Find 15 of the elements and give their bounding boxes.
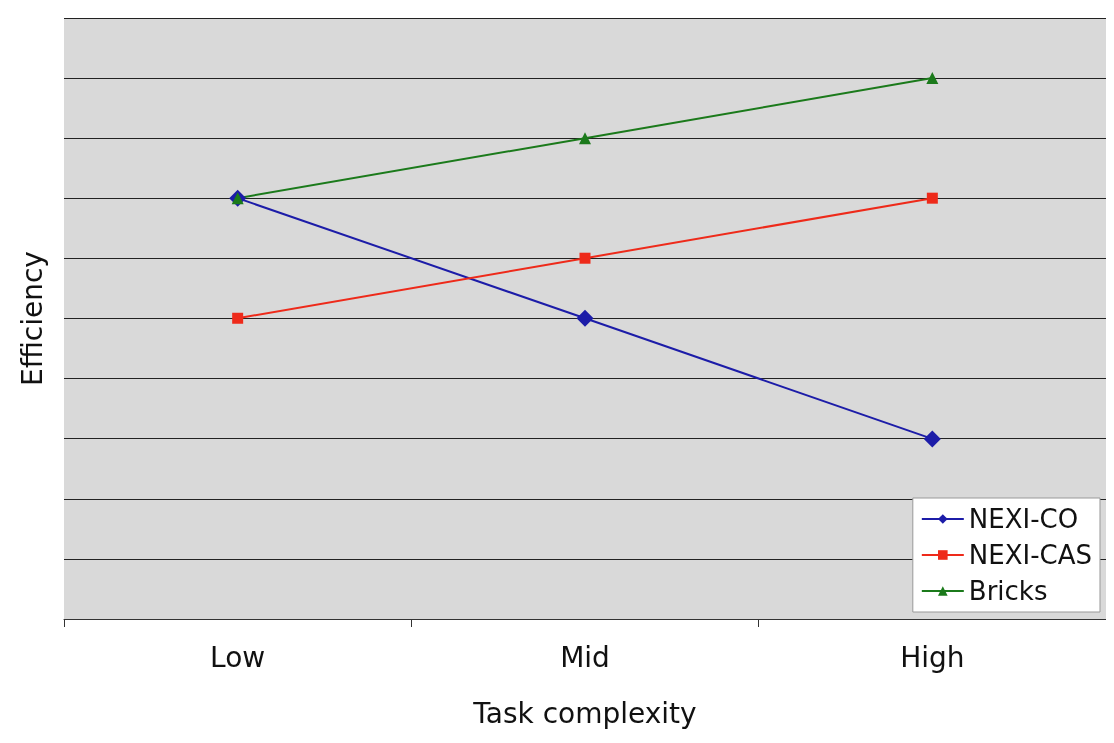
point — [926, 192, 938, 204]
x-tick-label: Low — [210, 640, 266, 674]
point — [579, 132, 591, 145]
point — [232, 312, 244, 324]
point — [926, 72, 939, 85]
x-tick-label: Mid — [560, 640, 610, 674]
point — [923, 430, 941, 448]
x-tick-label: High — [900, 640, 965, 674]
legend-label: NEXI-CO — [968, 504, 1079, 534]
x-axis-title: Task complexity — [472, 696, 697, 730]
point — [579, 252, 591, 264]
legend-label: NEXI-CAS — [968, 540, 1092, 570]
legend-label: Bricks — [968, 576, 1048, 606]
y-axis-title: Efficiency — [15, 251, 49, 386]
point — [576, 309, 594, 327]
